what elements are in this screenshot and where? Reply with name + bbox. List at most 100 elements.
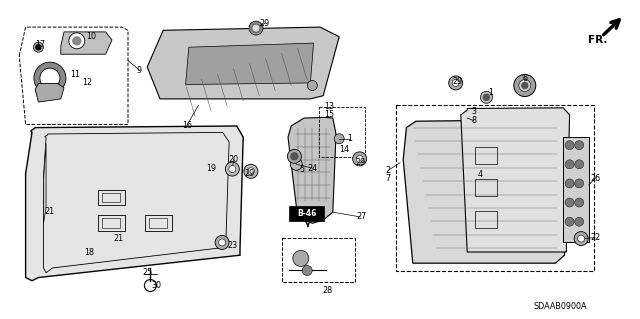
Circle shape	[522, 83, 528, 88]
Text: 23: 23	[227, 241, 237, 250]
Circle shape	[565, 198, 574, 207]
Text: 11: 11	[70, 70, 80, 79]
Text: 27: 27	[356, 212, 367, 221]
Text: 29: 29	[260, 19, 270, 28]
Text: 1: 1	[488, 88, 493, 97]
Text: FR.: FR.	[588, 35, 607, 45]
Circle shape	[292, 250, 308, 266]
Circle shape	[452, 79, 459, 86]
Circle shape	[252, 24, 260, 32]
Text: 2: 2	[385, 166, 390, 175]
Circle shape	[519, 79, 531, 92]
Bar	[319, 107, 365, 157]
Bar	[282, 238, 355, 282]
Text: 29: 29	[356, 158, 366, 167]
Text: 14: 14	[339, 145, 349, 154]
Text: 22: 22	[590, 233, 600, 242]
Circle shape	[565, 141, 574, 150]
Circle shape	[302, 265, 312, 276]
Polygon shape	[186, 43, 314, 85]
Polygon shape	[288, 117, 336, 223]
Text: 8: 8	[471, 116, 476, 125]
Circle shape	[215, 235, 229, 249]
Bar	[98, 215, 125, 231]
Circle shape	[334, 134, 344, 144]
Circle shape	[73, 37, 81, 45]
Circle shape	[449, 76, 463, 90]
Bar	[475, 211, 497, 228]
Circle shape	[574, 232, 588, 246]
Bar	[102, 218, 120, 228]
Text: 6: 6	[522, 74, 527, 83]
Circle shape	[248, 168, 254, 175]
Polygon shape	[563, 137, 589, 242]
Circle shape	[69, 33, 84, 49]
Text: B-46: B-46	[298, 209, 317, 218]
Text: 18: 18	[84, 249, 95, 257]
Circle shape	[33, 42, 44, 52]
Circle shape	[291, 153, 298, 160]
Text: 19: 19	[206, 164, 216, 173]
Text: 1: 1	[348, 134, 353, 143]
Polygon shape	[403, 120, 566, 263]
Text: 29: 29	[452, 77, 463, 86]
Circle shape	[307, 80, 317, 91]
Text: 28: 28	[323, 286, 333, 295]
Circle shape	[578, 235, 584, 242]
Text: 13: 13	[324, 102, 335, 111]
Circle shape	[575, 217, 584, 226]
Text: 26: 26	[590, 174, 600, 182]
Text: 21: 21	[113, 234, 124, 243]
Circle shape	[575, 141, 584, 150]
Circle shape	[514, 75, 536, 96]
Polygon shape	[44, 144, 46, 223]
Circle shape	[219, 239, 225, 246]
Circle shape	[229, 166, 236, 173]
Circle shape	[565, 179, 574, 188]
Text: 9: 9	[137, 66, 142, 75]
Text: 29: 29	[244, 169, 255, 178]
Bar	[396, 105, 594, 271]
Circle shape	[244, 164, 258, 178]
Circle shape	[249, 21, 263, 35]
Circle shape	[481, 91, 492, 103]
Circle shape	[353, 152, 367, 166]
Circle shape	[36, 45, 41, 50]
Circle shape	[575, 160, 584, 169]
Text: 10: 10	[86, 32, 97, 41]
Circle shape	[575, 179, 584, 188]
Circle shape	[225, 162, 239, 176]
Bar	[475, 179, 497, 196]
Text: 21: 21	[45, 207, 55, 216]
Bar	[475, 147, 497, 164]
Text: 25: 25	[142, 268, 152, 277]
Polygon shape	[147, 27, 339, 99]
Bar	[149, 218, 167, 228]
Circle shape	[356, 155, 363, 162]
Bar	[98, 190, 125, 205]
Bar	[145, 215, 172, 231]
Circle shape	[565, 217, 574, 226]
Text: 4: 4	[477, 170, 483, 179]
Text: 5: 5	[300, 165, 305, 174]
Circle shape	[565, 160, 574, 169]
Circle shape	[291, 158, 302, 170]
Bar	[289, 206, 324, 221]
Bar	[102, 193, 120, 202]
Text: SDAAB0900A: SDAAB0900A	[533, 302, 587, 311]
Text: 12: 12	[82, 78, 92, 87]
Circle shape	[575, 198, 584, 207]
Text: 30: 30	[152, 281, 162, 290]
Polygon shape	[61, 32, 112, 54]
Text: 20: 20	[228, 155, 239, 164]
Text: 7: 7	[385, 174, 390, 183]
Text: 15: 15	[324, 110, 335, 119]
Polygon shape	[35, 84, 64, 102]
Text: 17: 17	[35, 40, 45, 49]
Text: 24: 24	[307, 164, 317, 173]
Text: 16: 16	[182, 121, 192, 130]
Polygon shape	[26, 126, 243, 281]
Polygon shape	[461, 108, 570, 252]
Text: 3: 3	[471, 107, 476, 115]
Circle shape	[483, 94, 490, 100]
